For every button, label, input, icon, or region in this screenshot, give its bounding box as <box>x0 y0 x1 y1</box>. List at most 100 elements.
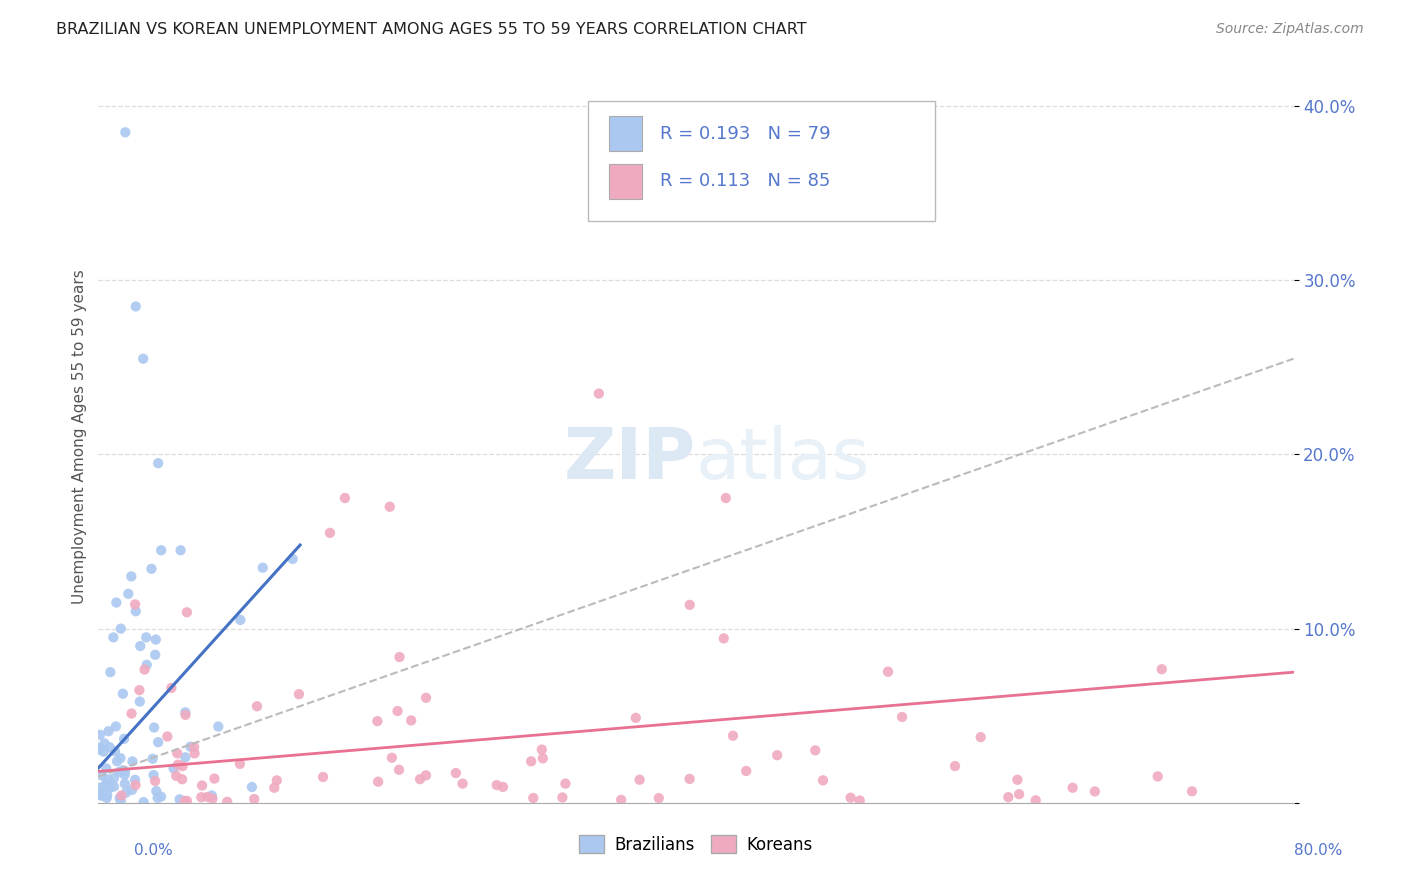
Point <box>183 747 205 761</box>
Point <box>89 728 111 742</box>
Point <box>114 768 136 782</box>
Point <box>110 789 132 803</box>
Point <box>201 791 224 805</box>
Point <box>387 704 409 718</box>
Point <box>104 719 127 733</box>
Point <box>112 731 135 746</box>
Legend: Brazilians, Koreans: Brazilians, Koreans <box>572 829 820 860</box>
Point <box>714 491 737 505</box>
Point <box>252 560 274 574</box>
FancyBboxPatch shape <box>589 101 935 221</box>
Point <box>243 792 266 806</box>
Point <box>117 587 139 601</box>
Point <box>114 786 136 800</box>
Point <box>1007 772 1029 787</box>
Point <box>174 707 197 722</box>
Point <box>134 663 156 677</box>
Point <box>388 650 411 665</box>
Point <box>804 743 827 757</box>
FancyBboxPatch shape <box>609 116 643 151</box>
Point <box>381 751 404 765</box>
Point <box>172 772 194 787</box>
Point <box>160 681 183 695</box>
Point <box>103 771 125 785</box>
Text: 0.0%: 0.0% <box>134 843 173 858</box>
Point <box>110 751 132 765</box>
Point <box>124 598 146 612</box>
Point <box>114 125 136 139</box>
Point <box>108 791 131 805</box>
Point <box>105 754 128 768</box>
Point <box>129 639 152 653</box>
Point <box>263 780 285 795</box>
Point <box>399 714 422 728</box>
Point <box>89 784 111 798</box>
Text: BRAZILIAN VS KOREAN UNEMPLOYMENT AMONG AGES 55 TO 59 YEARS CORRELATION CHART: BRAZILIAN VS KOREAN UNEMPLOYMENT AMONG A… <box>56 22 807 37</box>
Point <box>124 772 146 787</box>
Point <box>166 746 188 760</box>
Point <box>98 740 121 755</box>
Point <box>146 790 169 805</box>
Point <box>143 774 166 789</box>
Point <box>142 768 165 782</box>
Y-axis label: Unemployment Among Ages 55 to 59 years: Unemployment Among Ages 55 to 59 years <box>72 269 87 605</box>
Text: atlas: atlas <box>696 425 870 493</box>
Point <box>120 569 142 583</box>
Point <box>105 595 128 609</box>
Point <box>811 773 834 788</box>
Point <box>207 719 229 733</box>
Point <box>121 755 143 769</box>
Point <box>520 755 543 769</box>
Point <box>108 764 131 779</box>
Point <box>444 766 467 780</box>
Point <box>111 764 134 778</box>
Point <box>766 748 789 763</box>
Point <box>169 543 191 558</box>
Point <box>125 300 148 314</box>
Point <box>98 780 121 795</box>
Point <box>169 792 191 806</box>
Point <box>176 605 198 619</box>
Point <box>90 783 112 797</box>
Point <box>90 789 112 803</box>
Point <box>877 665 900 679</box>
Point <box>388 763 411 777</box>
Point <box>96 791 118 805</box>
Point <box>522 791 544 805</box>
Point <box>121 783 143 797</box>
Point <box>176 794 198 808</box>
Point <box>246 699 269 714</box>
Point <box>229 756 252 771</box>
Text: 80.0%: 80.0% <box>1295 843 1343 858</box>
Point <box>90 768 112 782</box>
Point <box>174 750 197 764</box>
FancyBboxPatch shape <box>609 163 643 199</box>
Point <box>110 622 132 636</box>
Point <box>104 744 127 758</box>
Point <box>143 648 166 662</box>
Point <box>1181 784 1204 798</box>
Point <box>848 793 870 807</box>
Point <box>89 740 111 755</box>
Point <box>367 774 389 789</box>
Point <box>103 780 125 794</box>
Point <box>96 788 118 802</box>
Point <box>165 769 187 783</box>
Text: ZIP: ZIP <box>564 425 696 493</box>
Point <box>1025 793 1047 807</box>
Point <box>110 794 132 808</box>
Point <box>93 736 115 750</box>
Point <box>173 794 195 808</box>
Text: Source: ZipAtlas.com: Source: ZipAtlas.com <box>1216 22 1364 37</box>
Point <box>713 632 735 646</box>
Point <box>132 351 155 366</box>
Point <box>721 729 744 743</box>
Point <box>451 776 474 790</box>
Point <box>1008 787 1031 801</box>
Point <box>96 761 118 775</box>
Point <box>191 779 214 793</box>
Point <box>281 552 304 566</box>
Point <box>128 695 150 709</box>
Point <box>167 757 190 772</box>
Point <box>114 764 136 779</box>
